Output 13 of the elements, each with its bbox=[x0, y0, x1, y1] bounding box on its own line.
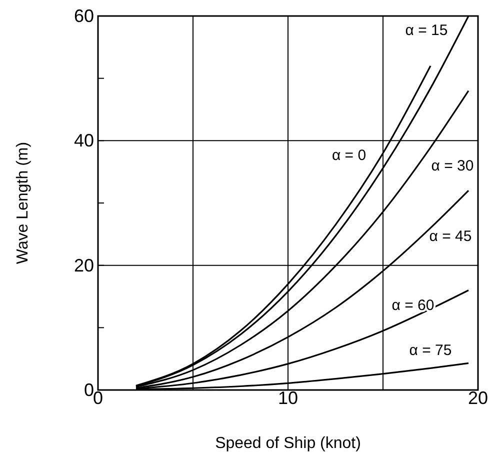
y-tick-label: 20 bbox=[74, 255, 94, 276]
y-tick-label: 40 bbox=[74, 130, 94, 151]
annotation: α = 30 bbox=[431, 158, 474, 175]
annotation: α = 15 bbox=[405, 22, 448, 39]
y-tick-label: 60 bbox=[74, 6, 94, 26]
x-axis-title: Speed of Ship (knot) bbox=[215, 435, 361, 452]
annotation: α = 45 bbox=[429, 228, 472, 245]
x-tick-label: 10 bbox=[278, 388, 298, 408]
annotation: α = 60 bbox=[392, 296, 434, 314]
x-tick-label: 20 bbox=[468, 388, 488, 408]
annotation: α = 0 bbox=[332, 147, 366, 164]
y-axis-title: Wave Length (m) bbox=[14, 142, 32, 264]
annotation: α = 75 bbox=[409, 342, 452, 360]
